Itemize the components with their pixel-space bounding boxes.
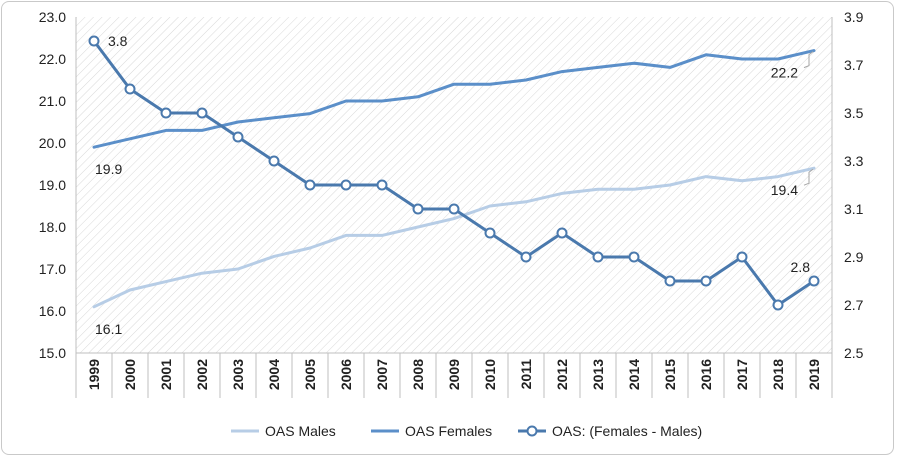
data-label: 16.1 [95,321,122,337]
y-right-tick-label: 3.3 [844,153,864,169]
x-tick-label: 2014 [626,359,642,390]
x-tick-label: 2008 [410,359,426,390]
legend-marker [526,425,538,437]
data-label: 19.4 [771,182,798,198]
x-tick-label: 2001 [158,359,174,390]
data-point-marker [808,275,820,287]
series-line-oas-males [92,166,816,309]
y-right-tick-label: 3.7 [844,57,864,73]
x-tick-label: 2015 [662,359,678,390]
y-left-tick-label: 21.0 [39,93,66,109]
y-right-tick-label: 3.5 [844,105,864,121]
data-point-marker [736,251,748,263]
y-left-tick-label: 17.0 [39,261,66,277]
x-tick-label: 2016 [698,359,714,390]
x-tick-label: 2013 [590,359,606,390]
data-point-marker [628,251,640,263]
data-label-leader [803,168,814,186]
data-point-marker [304,179,316,191]
x-tick-label: 2011 [518,359,534,390]
data-label: 22.2 [771,65,798,81]
y-left-tick-label: 23.0 [39,9,66,25]
y-right-tick-label: 3.1 [844,201,864,217]
data-label: 2.8 [791,259,811,275]
data-point-marker [664,275,676,287]
data-point-marker [268,155,280,167]
x-tick-label: 2006 [338,359,354,390]
y-right-tick-label: 2.7 [844,297,864,313]
y-left-tick-label: 19.0 [39,177,66,193]
y-left-tick-label: 15.0 [39,345,66,361]
x-tick-label: 2017 [734,359,750,390]
y-right-tick-label: 2.9 [844,249,864,265]
x-tick-label: 2004 [266,359,282,390]
x-tick-label: 2009 [446,359,462,390]
data-point-marker [88,35,100,47]
legend-label: OAS: (Females - Males) [552,423,702,439]
x-tick-label: 2019 [806,359,822,390]
x-tick-label: 1999 [86,359,102,390]
x-tick-label: 2003 [230,359,246,390]
legend-label: OAS Females [405,423,492,439]
data-point-marker [772,299,784,311]
x-tick-label: 2002 [194,359,210,390]
data-label: 19.9 [95,161,122,177]
data-point-marker [556,227,568,239]
x-tick-label: 2000 [122,359,138,390]
x-tick-label: 2010 [482,359,498,390]
data-point-marker [160,107,172,119]
y-left-tick-label: 16.0 [39,303,66,319]
x-tick-label: 2005 [302,359,318,390]
data-point-marker [376,179,388,191]
plot-area [76,17,832,353]
x-tick-label: 2018 [770,359,786,390]
y-right-tick-label: 2.5 [844,345,864,361]
data-point-marker [340,179,352,191]
data-point-marker [232,131,244,143]
data-point-marker [448,203,460,215]
data-point-marker [520,251,532,263]
x-tick-label: 2012 [554,359,570,390]
y-left-tick-label: 18.0 [39,219,66,235]
data-point-marker [700,275,712,287]
data-label-leader [803,51,814,69]
data-label: 3.8 [108,33,128,49]
data-point-marker [196,107,208,119]
y-right-tick-label: 3.9 [844,9,864,25]
legend-label: OAS Males [265,423,336,439]
series-line-oas-females [92,49,816,149]
data-point-marker [592,251,604,263]
data-point-marker [484,227,496,239]
x-tick-label: 2007 [374,359,390,390]
data-point-marker [124,83,136,95]
y-left-tick-label: 20.0 [39,135,66,151]
data-point-marker [412,203,424,215]
y-left-tick-label: 22.0 [39,51,66,67]
